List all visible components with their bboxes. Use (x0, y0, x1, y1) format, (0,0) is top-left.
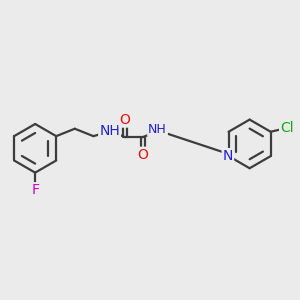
Text: O: O (137, 148, 148, 162)
Text: F: F (31, 183, 39, 197)
Text: O: O (120, 112, 130, 127)
Text: NH: NH (148, 123, 167, 136)
Text: Cl: Cl (280, 121, 294, 135)
Text: N: N (223, 149, 233, 163)
Text: NH: NH (99, 124, 120, 138)
